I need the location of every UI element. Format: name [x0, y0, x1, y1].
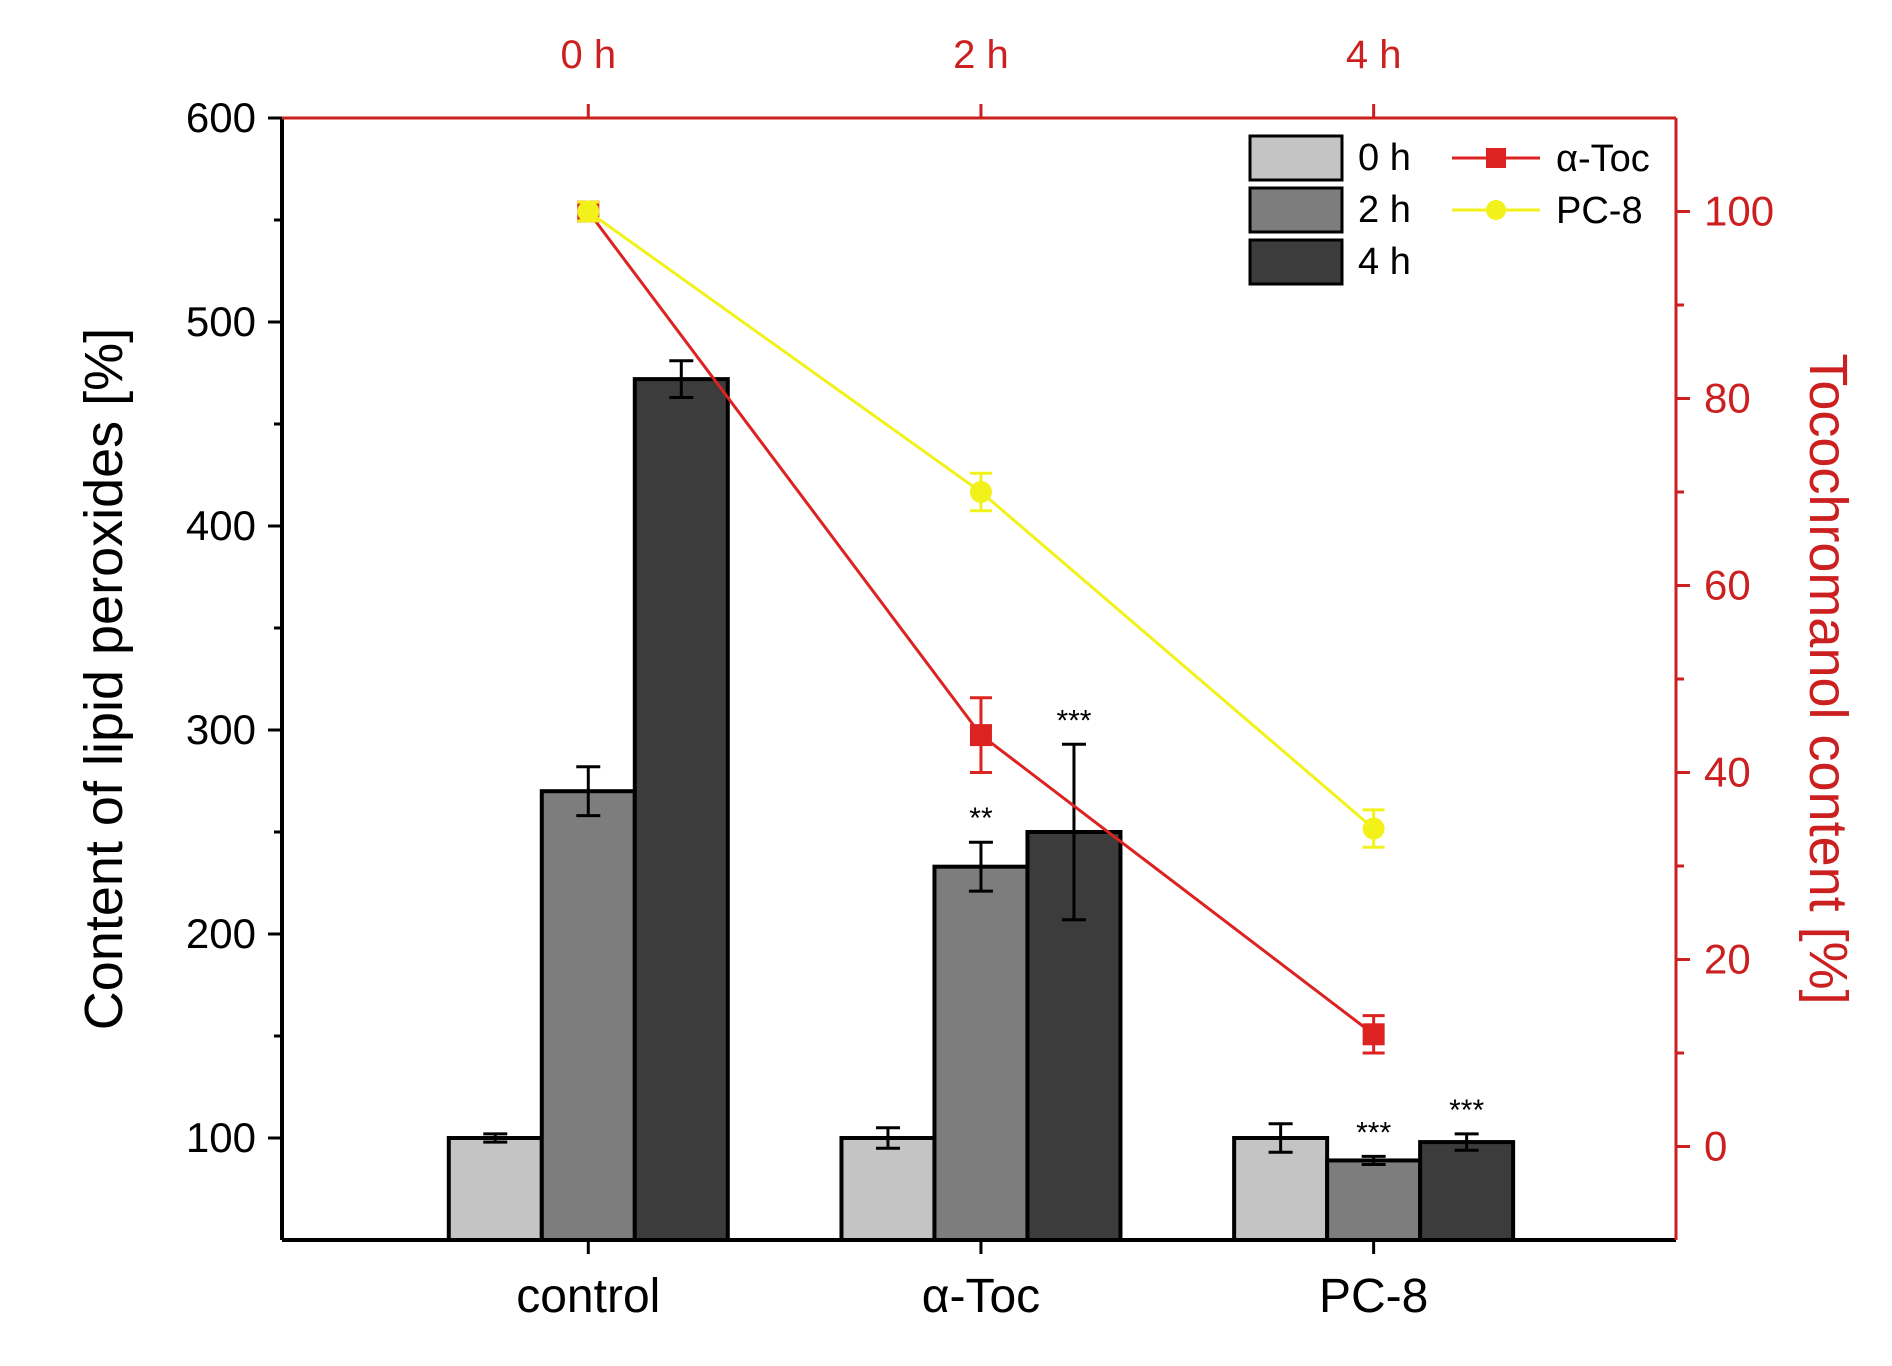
significance-marker: **: [969, 802, 993, 835]
right-y-tick-label: 60: [1704, 562, 1751, 609]
bar-PC-8-4h: [1418, 1140, 1516, 1242]
legend-swatch-4h: [1248, 238, 1344, 286]
bar-control-2h: [539, 789, 637, 1242]
top-tick-label: 4 h: [1346, 33, 1402, 77]
top-tick-label: 0 h: [560, 33, 616, 77]
right-y-tick-label: 40: [1704, 749, 1751, 796]
legend-swatch-2h: [1248, 186, 1344, 234]
right-y-tick-label: 20: [1704, 936, 1751, 983]
x-tick-label: PC-8: [1319, 1270, 1428, 1323]
legend-swatch-0h: [1248, 134, 1344, 182]
line-point-PC-8: [969, 481, 992, 503]
legend-label: α-Toc: [1556, 138, 1650, 180]
y-tick-label: 100: [186, 1114, 256, 1161]
y-tick-label: 200: [186, 910, 256, 957]
right-y-tick-label: 100: [1704, 188, 1774, 235]
y-tick-label: 400: [186, 502, 256, 549]
top-tick-label: 2 h: [953, 33, 1009, 77]
y-tick-label: 600: [186, 94, 256, 141]
legend-marker-PC-8: [1486, 200, 1506, 220]
legend-label: 4 h: [1358, 241, 1411, 283]
bar-control-4h: [632, 377, 730, 1242]
x-tick-label: α-Toc: [922, 1270, 1040, 1323]
y-tick-label: 300: [186, 706, 256, 753]
x-tick-label: control: [516, 1270, 660, 1323]
significance-marker: ***: [1056, 704, 1091, 737]
bar-PC-8-2h: [1325, 1158, 1423, 1242]
line-point-PC-8: [577, 200, 600, 223]
legend-label: PC-8: [1556, 190, 1643, 232]
significance-marker: ***: [1449, 1094, 1484, 1127]
right-y-tick-label: 0: [1704, 1123, 1727, 1170]
line-point-PC-8: [1362, 817, 1385, 840]
y-tick-label: 500: [186, 298, 256, 345]
y-axis-title: Content of lipid peroxides [%]: [74, 328, 134, 1030]
bar-α-Toc-2h: [932, 864, 1030, 1242]
significance-marker: ***: [1356, 1116, 1391, 1149]
right-axis-title: Tocochromanol content [%]: [1798, 353, 1858, 1004]
line-point-α-Toc: [1362, 1023, 1385, 1046]
legend-label: 0 h: [1358, 137, 1411, 179]
bar-control-0h: [446, 1136, 544, 1242]
bar-α-Toc-0h: [839, 1136, 937, 1242]
right-y-tick-label: 80: [1704, 375, 1751, 422]
line-point-α-Toc: [969, 724, 992, 747]
legend-label: 2 h: [1358, 189, 1411, 231]
legend-marker-α-Toc: [1486, 148, 1506, 168]
